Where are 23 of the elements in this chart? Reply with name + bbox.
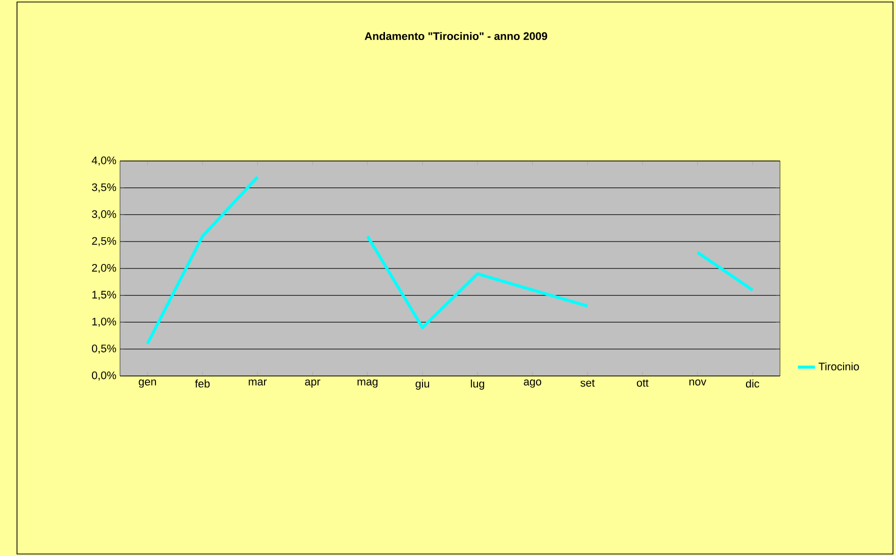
y-tick-label: 3,0% [92, 210, 116, 220]
x-tick-label: ott [636, 380, 649, 387]
y-tick-label: 2,0% [92, 264, 116, 274]
x-tick-label: apr [305, 380, 320, 388]
y-tick-label: 3,5% [92, 183, 116, 192]
chart-title: Andamento "Tirocinio" - anno 2009 [364, 32, 548, 40]
y-tick-label: 4,0% [92, 156, 116, 166]
x-tick-label: ago [524, 380, 542, 388]
y-tick-label: 0,0% [92, 371, 116, 381]
y-tick-label: 0,5% [92, 344, 116, 354]
x-tick-label: dic [746, 380, 760, 388]
x-tick-label: feb [195, 380, 210, 388]
x-tick-label: mag [358, 380, 378, 388]
y-tick-label: 1,0% [92, 318, 116, 327]
legend-label: Tirocinio [818, 362, 859, 370]
x-tick-label: mar [248, 380, 267, 386]
x-tick-label: nov [689, 380, 706, 386]
y-tick-label: 1,5% [92, 290, 116, 300]
x-tick-label: giu [416, 380, 430, 390]
x-tick-label: set [580, 380, 595, 387]
x-tick-label: gen [138, 380, 156, 388]
y-tick-label: 2,5% [92, 237, 116, 246]
x-tick-label: lug [470, 380, 484, 390]
